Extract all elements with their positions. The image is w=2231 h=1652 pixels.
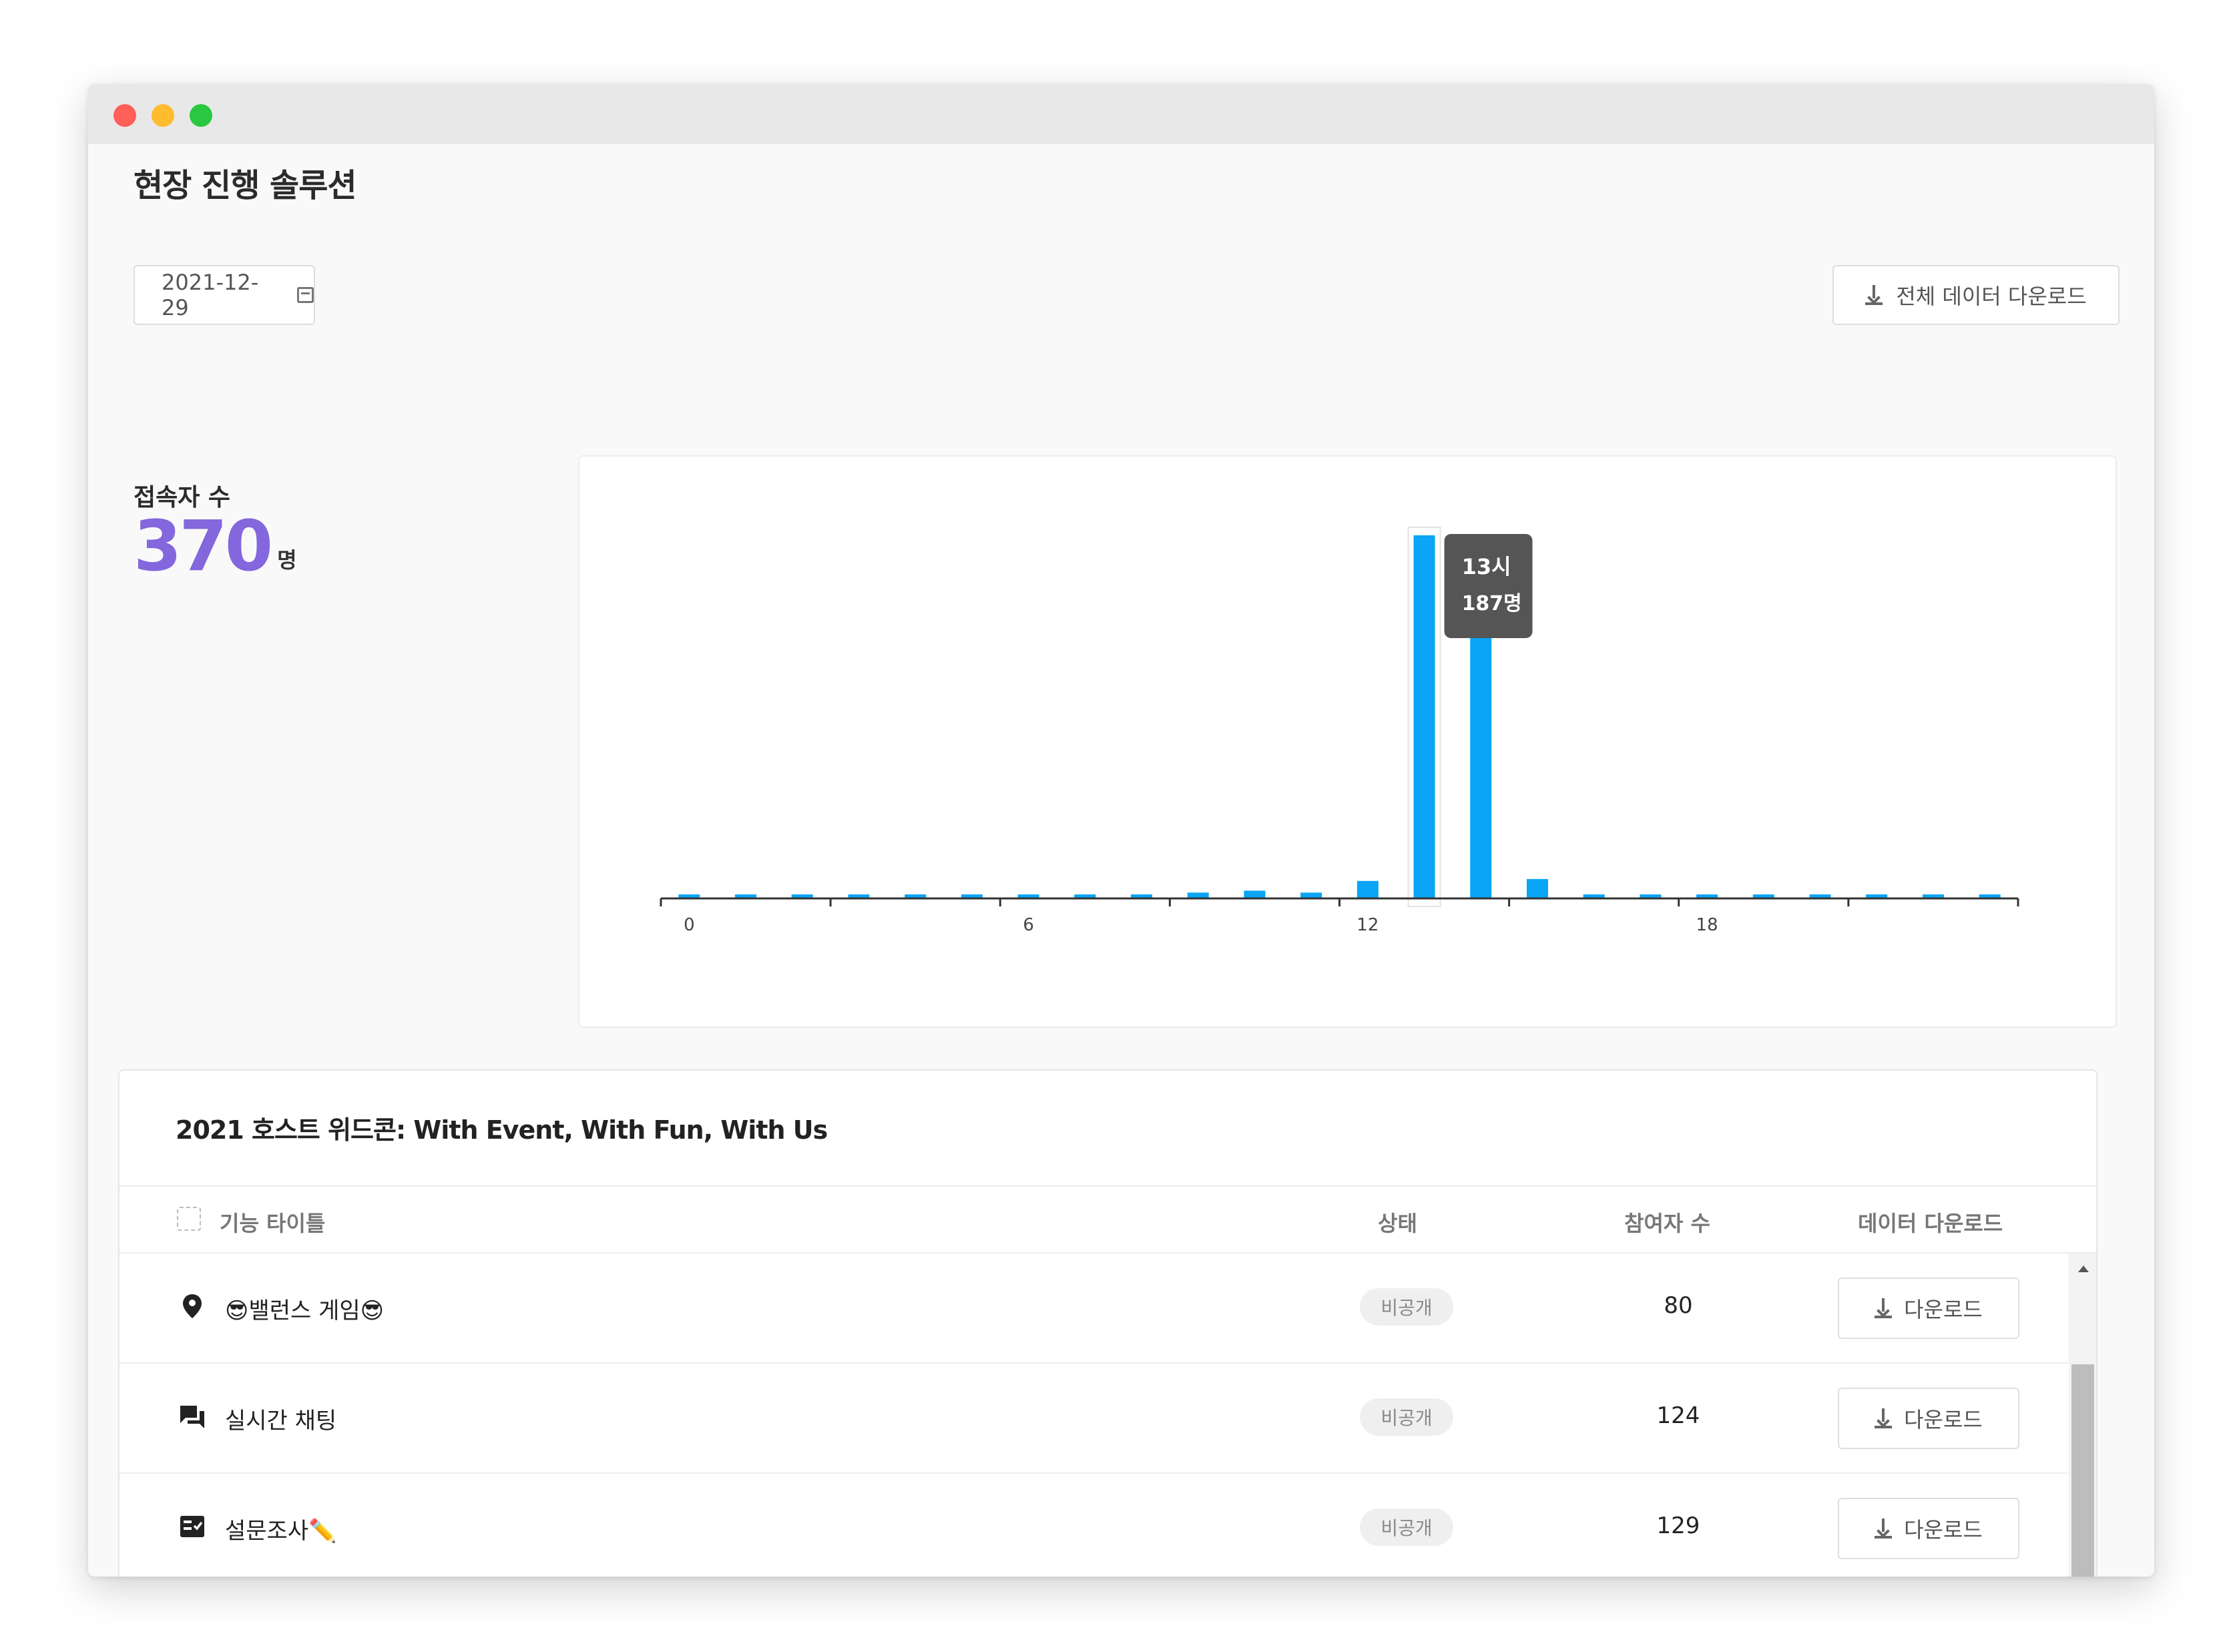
row-download-button[interactable]: 다운로드 bbox=[1838, 1498, 2019, 1559]
window-titlebar bbox=[88, 84, 2154, 144]
table-header: 기능 타이틀 상태 참여자 수 데이터 다운로드 bbox=[119, 1185, 2096, 1254]
participant-count: 80 bbox=[1664, 1292, 1693, 1319]
chart-bar bbox=[1809, 894, 1831, 898]
feature-name: 실시간 채팅 bbox=[225, 1408, 337, 1434]
chart-bar bbox=[1866, 894, 1888, 898]
column-participants: 참여자 수 bbox=[1624, 1211, 1710, 1236]
tooltip-value: 187명 bbox=[1462, 592, 1522, 615]
table-scrollbar-thumb[interactable] bbox=[2071, 1364, 2094, 1577]
download-icon bbox=[1875, 1519, 1893, 1539]
download-all-label: 전체 데이터 다운로드 bbox=[1896, 284, 2087, 309]
chart-bar bbox=[1526, 878, 1548, 898]
download-all-button[interactable]: 전체 데이터 다운로드 bbox=[1832, 265, 2120, 325]
chart-bar bbox=[1244, 890, 1266, 898]
chart-bar bbox=[848, 894, 870, 898]
chart-bar bbox=[905, 894, 927, 898]
chart-bar bbox=[1640, 894, 1662, 898]
feature-name: 설문조사✏️ bbox=[225, 1518, 337, 1545]
visitor-count-number: 370 bbox=[134, 505, 273, 587]
event-features-table: 2021 호스트 위드콘: With Event, With Fun, With… bbox=[118, 1069, 2097, 1577]
calendar-icon bbox=[296, 287, 314, 303]
minimize-window-button[interactable] bbox=[152, 104, 174, 127]
chart-bar bbox=[1300, 892, 1322, 898]
survey-icon bbox=[180, 1516, 204, 1537]
column-download: 데이터 다운로드 bbox=[1858, 1211, 2003, 1236]
chart-bar bbox=[1131, 894, 1153, 898]
table-row: 😎밸런스 게임😎 비공개 80 다운로드 bbox=[119, 1254, 2069, 1364]
status-badge: 비공개 bbox=[1360, 1508, 1453, 1546]
visitor-count: 370 명 bbox=[134, 511, 297, 581]
row-download-button[interactable]: 다운로드 bbox=[1838, 1388, 2019, 1449]
row-download-label: 다운로드 bbox=[1904, 1297, 1983, 1322]
feature-name: 😎밸런스 게임😎 bbox=[225, 1298, 385, 1324]
participant-count: 129 bbox=[1656, 1512, 1700, 1539]
event-title: 2021 호스트 위드콘: With Event, With Fun, With… bbox=[176, 1115, 828, 1145]
chart-tooltip bbox=[1444, 534, 1533, 638]
hourly-visitors-chart: 0 6 12 18 13시 187명 bbox=[578, 455, 2117, 1028]
select-all-checkbox[interactable] bbox=[177, 1207, 201, 1231]
browser-window: 현장 진행 솔루션 2021-12-29 전체 데이터 다운로드 접속자 수 3… bbox=[88, 84, 2154, 1577]
chart-bar bbox=[961, 894, 983, 898]
chart-bar bbox=[1413, 535, 1435, 898]
chart-bar bbox=[1017, 894, 1039, 898]
visitor-count-label: 접속자 수 bbox=[134, 484, 231, 511]
column-title: 기능 타이틀 bbox=[220, 1211, 326, 1236]
table-row: 실시간 채팅 비공개 124 다운로드 bbox=[119, 1364, 2069, 1474]
chart-bar bbox=[1979, 894, 2001, 898]
chart-bar bbox=[1470, 607, 1492, 898]
participant-count: 124 bbox=[1656, 1402, 1700, 1429]
chart-bar bbox=[1922, 894, 1944, 898]
chat-icon bbox=[180, 1406, 204, 1428]
chart-bar bbox=[678, 894, 700, 898]
chart-bar bbox=[1356, 880, 1379, 898]
date-picker[interactable]: 2021-12-29 bbox=[134, 265, 315, 325]
x-tick-label: 0 bbox=[684, 915, 695, 935]
chart-bar bbox=[1696, 894, 1718, 898]
row-download-label: 다운로드 bbox=[1904, 1407, 1983, 1432]
download-icon bbox=[1875, 1298, 1893, 1318]
status-badge: 비공개 bbox=[1360, 1398, 1453, 1436]
date-value: 2021-12-29 bbox=[162, 270, 259, 320]
chart-bar bbox=[735, 894, 757, 898]
chart-bar bbox=[791, 894, 813, 898]
row-download-button[interactable]: 다운로드 bbox=[1838, 1278, 2019, 1339]
map-pin-icon bbox=[183, 1294, 202, 1318]
chart-svg: 0 6 12 18 13시 187명 bbox=[660, 527, 2019, 935]
visitor-count-unit: 명 bbox=[277, 547, 297, 573]
download-icon bbox=[1875, 1408, 1893, 1428]
scroll-up-arrow-icon[interactable] bbox=[2078, 1266, 2089, 1272]
x-tick-label: 18 bbox=[1696, 915, 1718, 935]
close-window-button[interactable] bbox=[113, 104, 136, 127]
maximize-window-button[interactable] bbox=[190, 104, 212, 127]
download-icon bbox=[1865, 285, 1883, 305]
page-title: 현장 진행 솔루션 bbox=[134, 167, 357, 204]
tooltip-hour: 13시 bbox=[1462, 554, 1511, 579]
x-tick-label: 12 bbox=[1356, 915, 1379, 935]
row-download-label: 다운로드 bbox=[1904, 1517, 1983, 1543]
chart-bar bbox=[1074, 894, 1096, 898]
x-tick-label: 6 bbox=[1023, 915, 1034, 935]
column-status: 상태 bbox=[1378, 1211, 1417, 1236]
chart-bar bbox=[1187, 892, 1209, 898]
chart-bar bbox=[1752, 894, 1774, 898]
chart-bar bbox=[1583, 894, 1605, 898]
table-row: 설문조사✏️ 비공개 129 다운로드 bbox=[119, 1474, 2069, 1577]
status-badge: 비공개 bbox=[1360, 1288, 1453, 1326]
